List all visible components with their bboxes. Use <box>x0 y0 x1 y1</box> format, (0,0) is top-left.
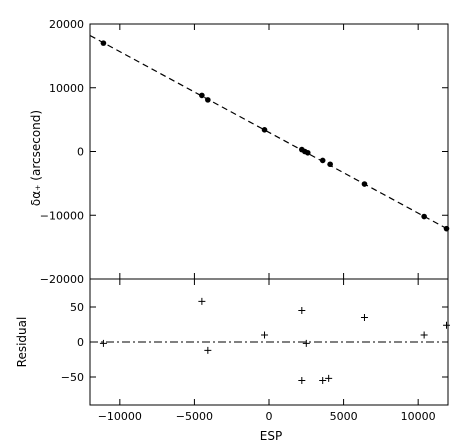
residual-point <box>443 321 451 329</box>
residual-point <box>420 331 428 339</box>
residual-point <box>302 339 310 347</box>
data-point <box>100 40 107 46</box>
fit-line <box>89 34 449 230</box>
residual-point <box>298 377 306 384</box>
residual-point <box>204 346 212 354</box>
data-point <box>261 127 268 133</box>
y-tick-label: −50 <box>61 371 84 384</box>
residual-point <box>261 331 269 339</box>
y-tick-label: 50 <box>70 301 84 314</box>
data-point <box>199 92 205 99</box>
x-axis-label: ESP <box>260 429 282 443</box>
y-tick-label: 0 <box>77 146 84 159</box>
y-tick-label: 10000 <box>49 82 84 95</box>
residual-plot-panel: −50 0 50 −10000 −5000 0 5000 10000 <box>61 278 451 423</box>
data-point <box>319 157 326 164</box>
x-tick-label: −5000 <box>176 410 213 423</box>
top-y-axis-label: δα₊ (arcsecond) <box>29 110 43 206</box>
y-tick-label: −20000 <box>40 273 84 286</box>
residual-point <box>319 377 327 384</box>
top-plot-panel: −20000 −10000 0 10000 20000 <box>40 18 450 286</box>
x-tick-label: 0 <box>266 410 273 423</box>
data-point <box>443 225 450 232</box>
data-point <box>421 213 427 220</box>
data-point <box>304 149 311 156</box>
y-tick-label: 0 <box>77 336 84 349</box>
bottom-y-axis-label: Residual <box>15 317 29 368</box>
x-tick-label: 10000 <box>401 410 436 423</box>
data-point <box>361 181 368 187</box>
residual-point <box>99 339 107 347</box>
plot-frame <box>89 23 449 280</box>
data-point <box>205 97 211 103</box>
x-tick-label: 5000 <box>330 410 358 423</box>
residual-point <box>325 374 333 382</box>
residual-point <box>298 307 306 314</box>
x-tick-label: −10000 <box>98 410 142 423</box>
y-tick-label: 20000 <box>49 18 84 31</box>
data-point <box>327 161 333 168</box>
y-tick-label: −10000 <box>40 209 84 222</box>
residual-point <box>198 297 206 305</box>
residual-point <box>360 314 368 321</box>
